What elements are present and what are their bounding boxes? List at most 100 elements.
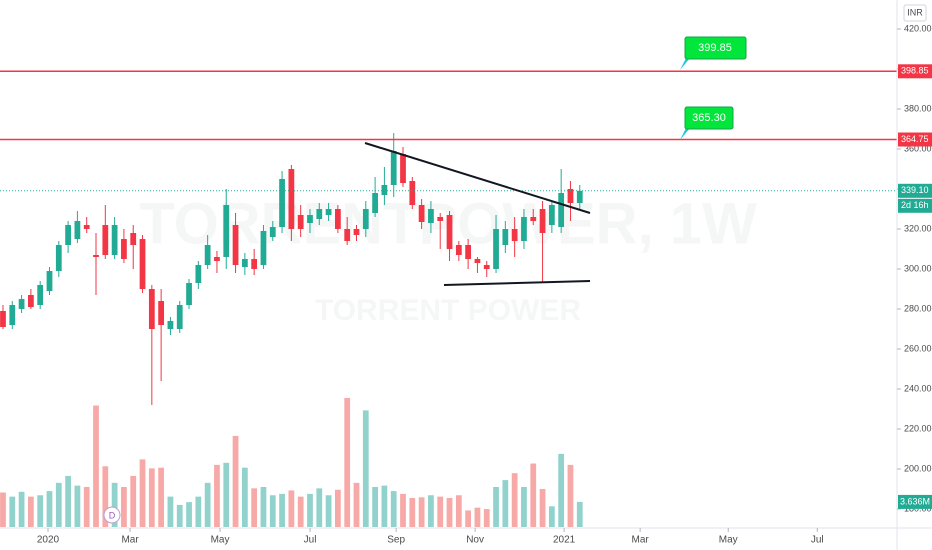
volume-bar — [465, 510, 472, 527]
candle-body — [567, 189, 574, 203]
callout: 365.30 — [680, 106, 734, 140]
volume-bar — [446, 498, 453, 527]
candle-body — [9, 305, 16, 325]
candle-body — [335, 209, 341, 229]
volume-bar — [474, 507, 481, 527]
y-tick-label: 260.00 — [904, 343, 932, 353]
volume-bar — [195, 496, 202, 527]
candle-body — [158, 301, 165, 325]
volume-bar — [83, 486, 90, 527]
volume-label-box — [898, 494, 932, 509]
x-tick-label: 2021 — [553, 535, 576, 546]
candle-body — [139, 239, 146, 289]
candle-body — [251, 259, 258, 269]
y-tick-label: 200.00 — [904, 463, 932, 473]
candle-body — [167, 321, 174, 329]
horizontal-line-label-box — [898, 132, 932, 147]
volume-bar — [530, 463, 537, 527]
candle-body — [297, 215, 304, 229]
x-tick-label: Mar — [121, 535, 139, 546]
volume-bar — [46, 491, 53, 527]
horizontal-line-label-box — [898, 64, 932, 79]
dividend-label: D — [109, 510, 116, 520]
candle-body — [400, 154, 406, 183]
candle-body — [28, 295, 34, 307]
volume-bar — [353, 482, 360, 527]
volume-bar — [316, 488, 323, 527]
candle-body — [307, 215, 313, 223]
candle-body — [0, 311, 6, 327]
volume-bar — [428, 495, 434, 527]
candle-body — [446, 215, 453, 249]
volume-bar — [186, 502, 192, 527]
candle-body — [511, 229, 518, 241]
volume-bar — [130, 475, 137, 527]
candle-body — [37, 285, 44, 305]
trend-line — [443, 280, 591, 286]
y-tick-label: 380.00 — [904, 103, 932, 113]
volume-bar — [390, 491, 397, 527]
volume-bar — [344, 397, 351, 527]
candle-body — [521, 217, 527, 241]
candle-body — [18, 299, 25, 309]
volume-layer — [0, 397, 583, 527]
volume-bar — [158, 467, 165, 527]
volume-bar — [409, 498, 416, 527]
x-tick-label: Mar — [632, 535, 650, 546]
last-price-box — [898, 183, 932, 198]
volume-bar — [493, 486, 499, 527]
volume-bar — [567, 464, 574, 527]
volume-bar — [521, 486, 527, 527]
candle-body — [316, 209, 323, 219]
candle-body — [465, 245, 472, 259]
candle-body — [223, 205, 230, 257]
candle-body — [269, 227, 276, 237]
y-tick-label: 300.00 — [904, 263, 932, 273]
candle-body — [130, 233, 137, 245]
volume-bar — [269, 495, 276, 527]
x-tick-label: Jul — [811, 535, 824, 546]
candle-body — [437, 217, 444, 221]
countdown: 2d 16h — [901, 200, 929, 210]
trend-line — [364, 142, 591, 214]
volume-bar — [297, 496, 304, 527]
candle-body — [493, 229, 499, 269]
volume-bar — [260, 486, 267, 527]
candle-body — [102, 225, 109, 255]
x-tick-label: 2020 — [37, 535, 60, 546]
candle-body — [372, 193, 378, 213]
y-tick-label: 220.00 — [904, 423, 932, 433]
candle-body — [455, 245, 462, 255]
y-tick-label: 280.00 — [904, 303, 932, 313]
callout-label: 365.30 — [692, 112, 726, 124]
volume-label: 3.636M — [900, 496, 930, 506]
candle-body — [214, 257, 220, 261]
volume-bar — [167, 496, 174, 527]
volume-bar — [241, 467, 248, 527]
currency: INR — [907, 7, 923, 17]
candle-body — [325, 209, 332, 215]
volume-bar — [74, 485, 81, 527]
volume-bar — [9, 496, 16, 527]
candle-body — [186, 283, 192, 305]
candle-body — [121, 239, 127, 259]
price-layer — [0, 70, 897, 405]
volume-bar — [28, 496, 34, 527]
candle-body — [381, 185, 388, 195]
candle-body — [148, 289, 155, 329]
volume-bar — [121, 486, 127, 527]
volume-bar — [483, 509, 490, 527]
candle-body — [362, 209, 369, 229]
volume-bar — [223, 462, 230, 527]
horizontal-line-label: 364.75 — [901, 134, 929, 144]
candle-body — [288, 169, 295, 229]
volume-bar — [18, 491, 25, 527]
y-tick-label: 240.00 — [904, 383, 932, 393]
candle-body — [65, 225, 71, 245]
candle-body — [260, 231, 267, 265]
candle-body — [195, 265, 202, 283]
candle-body — [204, 245, 211, 265]
candle-body — [279, 179, 285, 227]
